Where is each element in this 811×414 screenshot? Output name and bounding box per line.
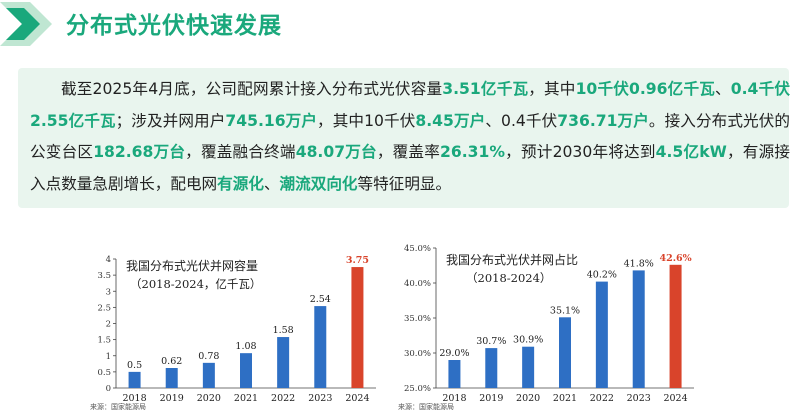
highlight-value: 8.45万户 bbox=[415, 111, 486, 130]
summary-segment: ，有源接入点数量急剧增长，配电网 bbox=[30, 143, 790, 193]
chart-subtitle: （2018-2024，亿千瓦） bbox=[130, 277, 261, 291]
summary-segment: 、0.4千伏 bbox=[485, 111, 558, 130]
highlight-value: 有源化 bbox=[217, 174, 264, 193]
summary-segment: 截至2025年4月底，公司配网累计接入分布式光伏容量 bbox=[61, 80, 443, 98]
summary-segment: 、 bbox=[715, 80, 731, 98]
data-label: 1.58 bbox=[273, 325, 294, 336]
summary-text: 截至2025年4月底，公司配网累计接入分布式光伏容量3.51亿千瓦，其中10千伏… bbox=[30, 74, 790, 200]
bar-2021 bbox=[559, 317, 571, 388]
bar-2018 bbox=[128, 371, 141, 388]
data-label: 0.78 bbox=[198, 351, 219, 362]
data-label: 29.0% bbox=[439, 348, 469, 359]
highlight-value: 3.51亿千瓦 bbox=[442, 80, 529, 98]
highlight-value: 48.07万台 bbox=[295, 143, 377, 161]
highlight-value: 10千伏0.96亿千瓦 bbox=[575, 80, 715, 98]
bar-2020 bbox=[522, 346, 535, 388]
y-tick-label: 3.5 bbox=[97, 271, 111, 281]
summary-segment: 、 bbox=[263, 174, 280, 193]
data-label: 30.9% bbox=[513, 335, 543, 346]
data-label: 35.1% bbox=[550, 305, 580, 316]
bar-2022 bbox=[595, 281, 608, 388]
y-tick-label: 35.0% bbox=[404, 314, 431, 324]
x-tick-label: 2023 bbox=[308, 393, 332, 404]
data-label: 30.7% bbox=[476, 336, 506, 347]
bar-2019 bbox=[165, 368, 178, 388]
x-tick-label: 2018 bbox=[122, 393, 146, 404]
summary-segment: ，其中 bbox=[528, 80, 576, 98]
highlight-value: 26.31% bbox=[440, 143, 505, 161]
highlight-value: 182.68万台 bbox=[93, 143, 186, 161]
data-label: 2.54 bbox=[310, 294, 331, 305]
y-tick-label: 4 bbox=[106, 255, 111, 265]
summary-segment: 。接入分布式光伏的公变台区 bbox=[30, 111, 790, 162]
bar-2020 bbox=[202, 362, 215, 388]
summary-segment: ，覆盖率 bbox=[376, 143, 441, 161]
y-tick-label: 1 bbox=[106, 352, 111, 362]
chart-source: 来源：国家能源局 bbox=[398, 402, 454, 410]
chart-source: 来源：国家能源局 bbox=[90, 402, 146, 410]
data-label: 40.2% bbox=[587, 270, 617, 281]
y-tick-label: 3 bbox=[106, 287, 111, 297]
y-tick-label: 45.0% bbox=[404, 244, 431, 254]
y-tick-label: 2 bbox=[106, 320, 111, 330]
x-tick-label: 2022 bbox=[271, 393, 295, 404]
x-tick-label: 2018 bbox=[442, 393, 466, 404]
data-label: 1.08 bbox=[235, 341, 256, 352]
double-chevron-right-icon bbox=[0, 2, 52, 46]
summary-segment: ，预计2030年将达到 bbox=[504, 143, 656, 161]
bar-2023 bbox=[632, 270, 645, 388]
data-label: 41.8% bbox=[624, 258, 654, 269]
highlight-value: 736.71万户 bbox=[557, 111, 649, 130]
chart-subtitle: （2018-2024） bbox=[466, 271, 551, 285]
highlight-value: 0.4千伏2.55亿千瓦 bbox=[30, 80, 790, 130]
data-label: 3.75 bbox=[346, 255, 369, 266]
page-title: 分布式光伏快速发展 bbox=[66, 13, 282, 39]
x-tick-label: 2019 bbox=[479, 393, 503, 404]
summary-segment: ，覆盖融合终端 bbox=[185, 143, 296, 161]
bar-2022 bbox=[277, 337, 290, 388]
bar-2024 bbox=[669, 264, 682, 388]
summary-box bbox=[18, 68, 789, 208]
y-tick-label: 0 bbox=[106, 384, 111, 394]
data-label: 42.6% bbox=[659, 253, 691, 264]
chart-title: 我国分布式光伏并网容量 bbox=[126, 258, 258, 273]
bar-2023 bbox=[314, 306, 327, 388]
bar-2018 bbox=[448, 360, 461, 388]
x-tick-label: 2020 bbox=[516, 393, 540, 404]
highlight-value: 潮流双向化 bbox=[279, 174, 358, 193]
x-tick-label: 2023 bbox=[627, 393, 651, 404]
highlight-value: 745.16万户 bbox=[225, 111, 318, 130]
y-tick-label: 2.5 bbox=[97, 303, 111, 313]
data-label: 0.62 bbox=[161, 356, 182, 367]
x-tick-label: 2019 bbox=[160, 393, 184, 404]
highlight-value: 4.5亿kW bbox=[655, 143, 727, 161]
x-tick-label: 2021 bbox=[553, 393, 577, 404]
x-tick-label: 2021 bbox=[234, 393, 258, 404]
summary-segment: ，其中10千伏 bbox=[317, 111, 416, 130]
y-tick-label: 30.0% bbox=[404, 349, 431, 359]
y-tick-label: 40.0% bbox=[404, 279, 431, 289]
y-tick-label: 25.0% bbox=[404, 384, 431, 394]
bar-2021 bbox=[240, 353, 252, 388]
bar-2019 bbox=[485, 348, 498, 388]
chart-capacity: 0 0.5 1 1.5 2 2.5 3 3.5 4 我国分布式光伏并网容量 （2018-2024，亿… bbox=[90, 236, 380, 414]
chart-share: 25.0% 30.0% 35.0% 40.0% 45.0% 我国分布式光伏并网占比 （201… bbox=[398, 236, 698, 414]
chart-share-svg: 25.0% 30.0% 35.0% 40.0% 45.0% 我国分布式光伏并网占比 （201… bbox=[398, 244, 694, 411]
x-tick-label: 2020 bbox=[197, 393, 221, 404]
y-tick-label: 1.5 bbox=[97, 336, 111, 346]
y-tick-label: 0.5 bbox=[97, 368, 111, 378]
summary-segment: ；涉及并网用户 bbox=[115, 111, 226, 130]
x-tick-label: 2024 bbox=[345, 393, 369, 404]
chart-capacity-svg: 0 0.5 1 1.5 2 2.5 3 3.5 4 我国分布式光伏并网容量 （2018-2024，亿… bbox=[90, 255, 376, 411]
x-tick-label: 2024 bbox=[663, 393, 687, 404]
data-label: 0.5 bbox=[127, 360, 142, 371]
chart-title: 我国分布式光伏并网占比 bbox=[446, 252, 578, 267]
x-tick-label: 2022 bbox=[590, 393, 614, 404]
bar-2024 bbox=[351, 267, 364, 388]
summary-segment: 等特征明显。 bbox=[357, 174, 452, 193]
page-header: 分布式光伏快速发展 bbox=[0, 0, 811, 56]
